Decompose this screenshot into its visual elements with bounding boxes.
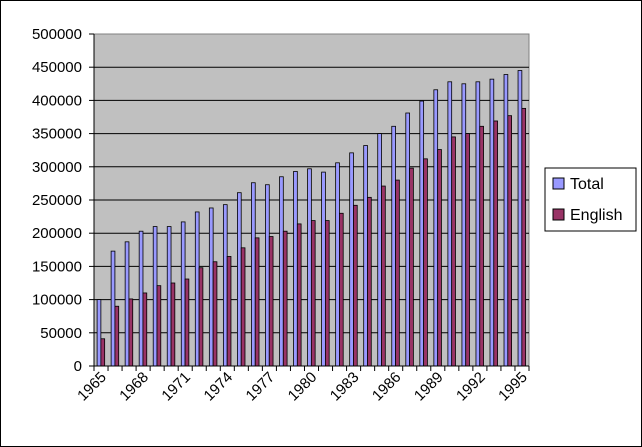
x-tick-label: 1968 xyxy=(116,369,152,405)
bar-english-1977 xyxy=(268,236,274,367)
bar-total-1967 xyxy=(124,241,130,367)
bar-english-1993 xyxy=(493,120,498,367)
x-tick-label: 1980 xyxy=(285,369,321,405)
y-tick-label: 0 xyxy=(74,358,82,375)
x-tick-label: 1995 xyxy=(495,369,531,405)
bar-total-1992 xyxy=(475,81,481,367)
bar-total-1987 xyxy=(405,112,410,367)
legend-label-total: Total xyxy=(570,176,604,193)
bar-english-1981 xyxy=(324,220,330,367)
bar-total-1977 xyxy=(265,184,270,367)
bar-english-1969 xyxy=(156,285,162,367)
legend-swatch-total xyxy=(552,177,565,190)
bar-total-1968 xyxy=(138,230,144,367)
bar-english-1967 xyxy=(128,298,134,367)
bar-english-1982 xyxy=(339,212,344,367)
bar-total-1965 xyxy=(96,299,102,367)
bar-english-1984 xyxy=(367,196,372,367)
gridlines xyxy=(94,66,529,334)
x-tick-label: 1974 xyxy=(201,369,237,405)
bars xyxy=(96,70,527,367)
bar-english-1975 xyxy=(240,247,246,367)
y-tick-label: 150000 xyxy=(32,258,82,275)
bar-english-1973 xyxy=(212,261,218,367)
bar-total-1993 xyxy=(489,78,495,367)
bar-total-1982 xyxy=(335,162,340,367)
bar-english-1987 xyxy=(409,167,414,367)
bar-total-1988 xyxy=(419,100,425,367)
bar-english-1978 xyxy=(282,230,288,367)
bar-total-1970 xyxy=(166,226,172,367)
bar-english-1965 xyxy=(100,338,106,367)
bar-total-1985 xyxy=(377,133,382,367)
bar-english-1972 xyxy=(198,267,204,367)
y-tick-label: 250000 xyxy=(32,192,82,209)
bar-english-1971 xyxy=(184,278,190,367)
bar-total-1976 xyxy=(251,182,256,367)
bar-english-1974 xyxy=(226,256,232,367)
y-tick-label: 300000 xyxy=(32,159,82,176)
y-tick-labels: 0 50000 100000 150000 200000 250000 300000 3500… xyxy=(32,26,82,375)
bar-total-1978 xyxy=(279,176,284,367)
bar-total-1980 xyxy=(307,168,312,367)
y-tick-label: 450000 xyxy=(32,59,82,76)
x-tick-label: 1989 xyxy=(411,369,447,405)
x-tick-label: 1977 xyxy=(243,369,279,405)
bar-total-1972 xyxy=(194,211,200,367)
bar-english-1980 xyxy=(310,220,316,367)
x-tick-label: 1971 xyxy=(158,369,194,405)
bar-english-1991 xyxy=(465,133,470,367)
bar-english-1995 xyxy=(521,107,527,367)
bar-english-1986 xyxy=(395,179,400,367)
bar-total-1989 xyxy=(433,89,439,367)
bar-total-1991 xyxy=(461,83,467,367)
bar-total-1973 xyxy=(208,207,214,367)
y-tick-label: 500000 xyxy=(32,26,82,43)
legend-label-english: English xyxy=(570,207,622,224)
bar-total-1983 xyxy=(349,152,354,367)
bar-english-1989 xyxy=(437,149,442,367)
axes xyxy=(89,33,530,371)
bar-total-1969 xyxy=(152,226,158,367)
bar-total-1995 xyxy=(517,70,523,367)
bar-total-1979 xyxy=(293,171,298,367)
bar-english-1992 xyxy=(479,125,484,367)
bar-total-1994 xyxy=(503,74,509,367)
legend-swatch-english xyxy=(552,208,565,221)
bar-english-1990 xyxy=(451,136,456,367)
bar-total-1990 xyxy=(447,81,453,367)
bar-total-1974 xyxy=(222,204,228,367)
y-tick-label: 400000 xyxy=(32,92,82,109)
x-tick-label: 1992 xyxy=(453,369,489,405)
x-tick-labels: 1965 1968 1971 1974 1977 1980 1983 1986 1989 1992… xyxy=(74,369,531,405)
bar-total-1975 xyxy=(237,192,242,367)
x-tick-label: 1983 xyxy=(327,369,363,405)
bar-english-1983 xyxy=(353,204,358,367)
y-tick-label: 350000 xyxy=(32,126,82,143)
bar-total-1966 xyxy=(110,250,116,367)
bar-english-1994 xyxy=(507,115,512,367)
bar-english-1976 xyxy=(254,237,260,367)
bar-total-1981 xyxy=(321,171,326,367)
y-tick-label: 50000 xyxy=(40,325,82,342)
bar-english-1968 xyxy=(142,292,148,367)
bar-english-1979 xyxy=(296,223,302,367)
bar-english-1966 xyxy=(114,305,120,367)
bar-total-1984 xyxy=(363,145,368,367)
y-tick-label: 100000 xyxy=(32,292,82,309)
bar-english-1988 xyxy=(423,158,428,367)
y-tick-label: 200000 xyxy=(32,225,82,242)
bar-english-1985 xyxy=(381,185,386,367)
bar-total-1986 xyxy=(391,125,396,367)
legend: Total English xyxy=(544,167,637,232)
bar-english-1970 xyxy=(170,282,176,367)
x-tick-label: 1986 xyxy=(369,369,405,405)
bar-total-1971 xyxy=(180,221,186,367)
